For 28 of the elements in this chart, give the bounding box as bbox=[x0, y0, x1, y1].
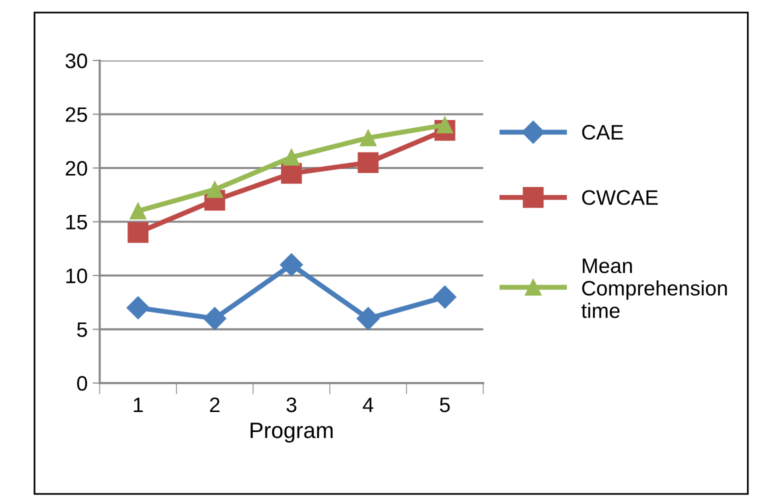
x-tick-label: 4 bbox=[362, 398, 374, 412]
point bbox=[360, 130, 376, 146]
y-tick-label: 30 bbox=[66, 53, 88, 68]
legend-label: CWCAE bbox=[582, 190, 658, 205]
point bbox=[358, 152, 379, 174]
y-tick-label: 0 bbox=[77, 376, 88, 391]
x-tick-label: 3 bbox=[286, 397, 296, 412]
y-tick-label: 20 bbox=[66, 161, 88, 176]
point bbox=[130, 202, 146, 220]
legend-label: Mean Comprehension time bbox=[581, 258, 727, 318]
x-tick-label: 5 bbox=[440, 398, 450, 412]
x-tick-label: 2 bbox=[210, 397, 220, 412]
y-tick-label: 25 bbox=[66, 107, 88, 122]
point bbox=[206, 181, 224, 198]
y-tick-label: 5 bbox=[77, 322, 88, 338]
y-tick-label: 10 bbox=[66, 268, 88, 284]
point bbox=[280, 253, 303, 276]
point bbox=[433, 286, 456, 309]
point bbox=[126, 296, 150, 320]
point bbox=[356, 307, 380, 330]
point bbox=[283, 148, 300, 166]
point bbox=[128, 222, 148, 243]
x-axis-title: Program bbox=[250, 422, 333, 443]
x-tick-label: 1 bbox=[134, 398, 143, 412]
legend-label: CAE bbox=[582, 124, 624, 140]
point bbox=[281, 162, 302, 184]
point bbox=[203, 307, 226, 330]
y-tick-label: 15 bbox=[66, 214, 88, 230]
